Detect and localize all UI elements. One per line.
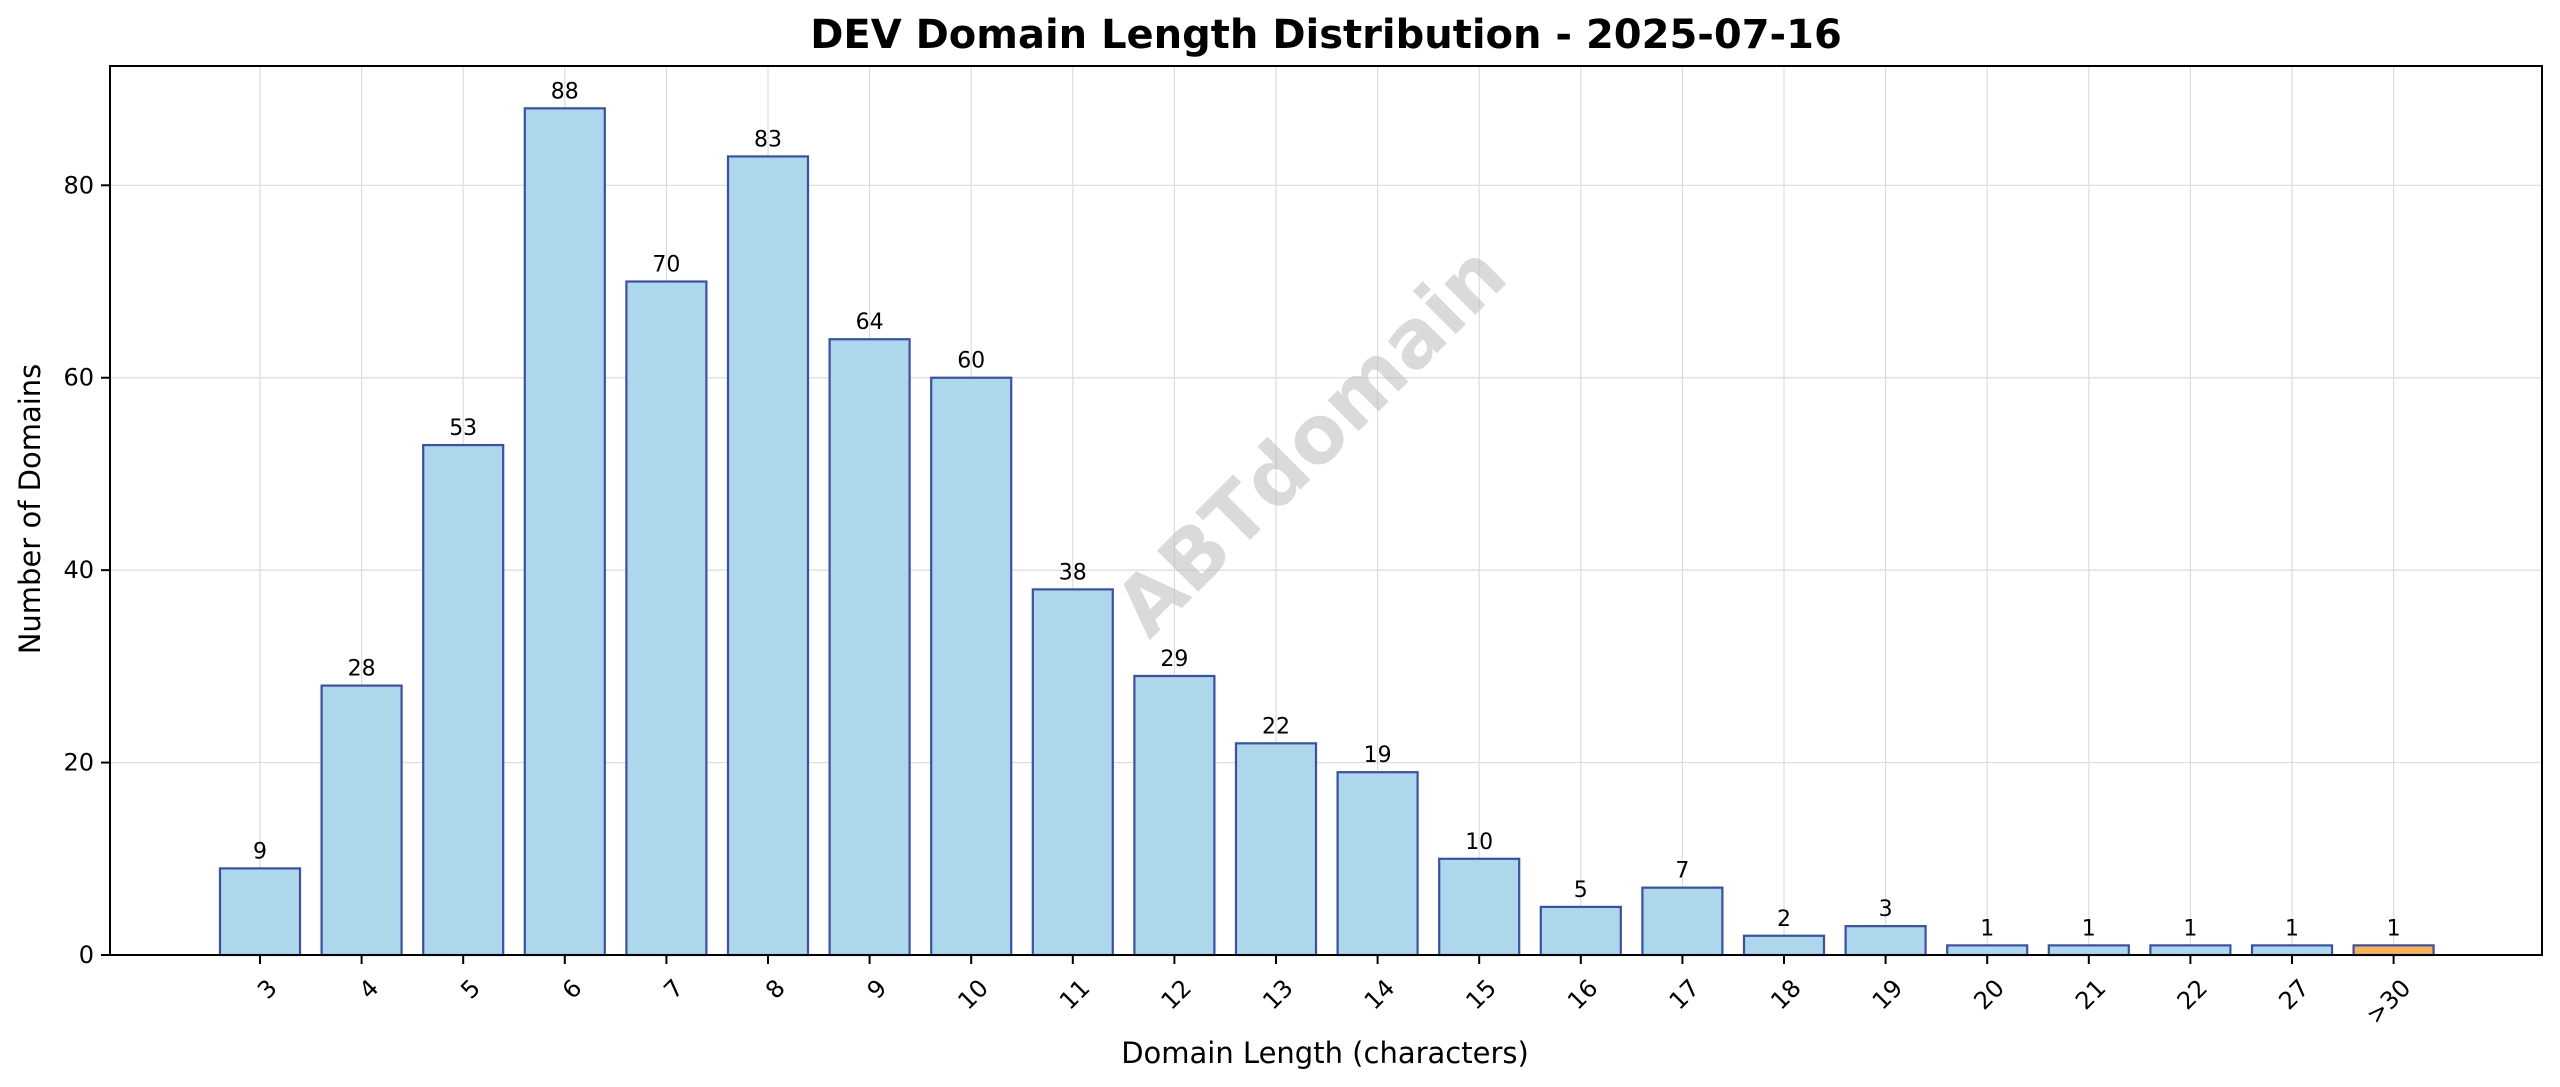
bar-10 <box>930 376 1013 957</box>
data-label: 38 <box>1059 560 1087 585</box>
x-tick-label: 10 <box>952 974 993 1015</box>
bar-19 <box>1844 925 1927 957</box>
x-tick-label: 12 <box>1156 974 1197 1015</box>
x-tick-label: 18 <box>1765 974 1806 1015</box>
x-tick-label: 16 <box>1562 974 1603 1015</box>
bar-13 <box>1234 742 1318 957</box>
bar-gt30 <box>2352 944 2435 957</box>
watermark-layer: ABTdomain <box>1097 227 1524 654</box>
data-label: 64 <box>856 310 884 335</box>
bar-17 <box>1641 886 1724 957</box>
x-tick-label: 8 <box>760 974 791 1005</box>
data-label: 28 <box>348 657 376 682</box>
bar-6 <box>523 107 606 957</box>
x-axis-ticks: 3 4 5 6 7 8 9 10 11 12 13 14 15 16 17 18 19 20 21 22 27 >30 <box>252 955 2416 1030</box>
bar-9 <box>828 338 911 957</box>
x-tick-label: 3 <box>252 974 283 1005</box>
x-tick-label: 6 <box>557 974 588 1005</box>
x-tick-label: 4 <box>354 974 385 1005</box>
data-label: 19 <box>1364 743 1392 768</box>
bar-8 <box>726 155 810 957</box>
x-tick-label: 11 <box>1054 974 1095 1015</box>
y-axis-label: Number of Domains <box>13 364 47 655</box>
bar-14 <box>1336 771 1419 957</box>
x-tick-label: 19 <box>1867 974 1908 1015</box>
x-tick-label: 21 <box>2070 974 2111 1015</box>
data-label: 1 <box>2082 916 2096 941</box>
data-label: 2 <box>1777 907 1791 932</box>
x-tick-label: 7 <box>658 974 689 1005</box>
data-label: 83 <box>754 127 782 152</box>
y-tick-label: 20 <box>63 749 94 777</box>
bar-21 <box>2047 944 2130 957</box>
data-label: 29 <box>1160 647 1188 672</box>
data-label: 1 <box>2285 916 2299 941</box>
data-label: 1 <box>2387 916 2401 941</box>
x-axis-label: Domain Length (characters) <box>1121 1036 1529 1070</box>
x-tick-label: 14 <box>1359 974 1400 1015</box>
plot-frame <box>109 65 2543 956</box>
bar-4 <box>320 684 403 957</box>
x-tick-label: 22 <box>2172 974 2213 1015</box>
data-label: 9 <box>253 839 267 864</box>
y-tick-label: 0 <box>79 941 94 969</box>
data-label: 3 <box>1879 897 1893 922</box>
x-tick-label: 5 <box>455 974 486 1005</box>
data-label: 22 <box>1262 714 1290 739</box>
x-tick-label: 13 <box>1257 974 1298 1015</box>
y-tick-label: 80 <box>63 171 94 199</box>
watermark: ABTdomain <box>1097 227 1524 654</box>
x-tick-label: 17 <box>1664 974 1705 1015</box>
bar-5 <box>422 443 505 957</box>
bar-7 <box>625 280 708 957</box>
x-tick-label: 27 <box>2273 974 2314 1015</box>
data-label: 10 <box>1465 830 1493 855</box>
bar-12 <box>1133 674 1216 957</box>
data-label: 7 <box>1675 859 1689 884</box>
x-tick-label: >30 <box>2361 974 2417 1030</box>
bar-18 <box>1742 934 1826 957</box>
y-axis-ticks: 0 20 40 60 80 <box>63 171 110 969</box>
bar-16 <box>1539 905 1622 957</box>
data-label: 1 <box>1980 916 1994 941</box>
x-tick-label: 15 <box>1460 974 1501 1015</box>
bar-20 <box>1946 944 2029 957</box>
data-label: 53 <box>449 416 477 441</box>
y-tick-label: 60 <box>63 364 94 392</box>
bars-layer <box>218 107 2435 957</box>
chart-title: DEV Domain Length Distribution - 2025-07… <box>810 12 1842 58</box>
y-tick-label: 40 <box>63 556 94 584</box>
x-tick-label: 20 <box>1968 974 2009 1015</box>
data-label: 88 <box>551 79 579 104</box>
x-tick-label: 9 <box>862 974 893 1005</box>
bar-11 <box>1031 588 1114 957</box>
data-label: 70 <box>652 253 680 278</box>
bar-3 <box>218 867 302 957</box>
bar-15 <box>1438 857 1521 957</box>
bar-27 <box>2250 944 2334 957</box>
data-label: 5 <box>1574 878 1588 903</box>
data-label: 60 <box>957 349 985 374</box>
data-labels-layer: 9 28 53 88 70 83 64 60 38 29 22 19 10 5 7 2 3 1 1 1 1 1 <box>253 79 2401 941</box>
bar-22 <box>2149 944 2232 957</box>
data-label: 1 <box>2183 916 2197 941</box>
